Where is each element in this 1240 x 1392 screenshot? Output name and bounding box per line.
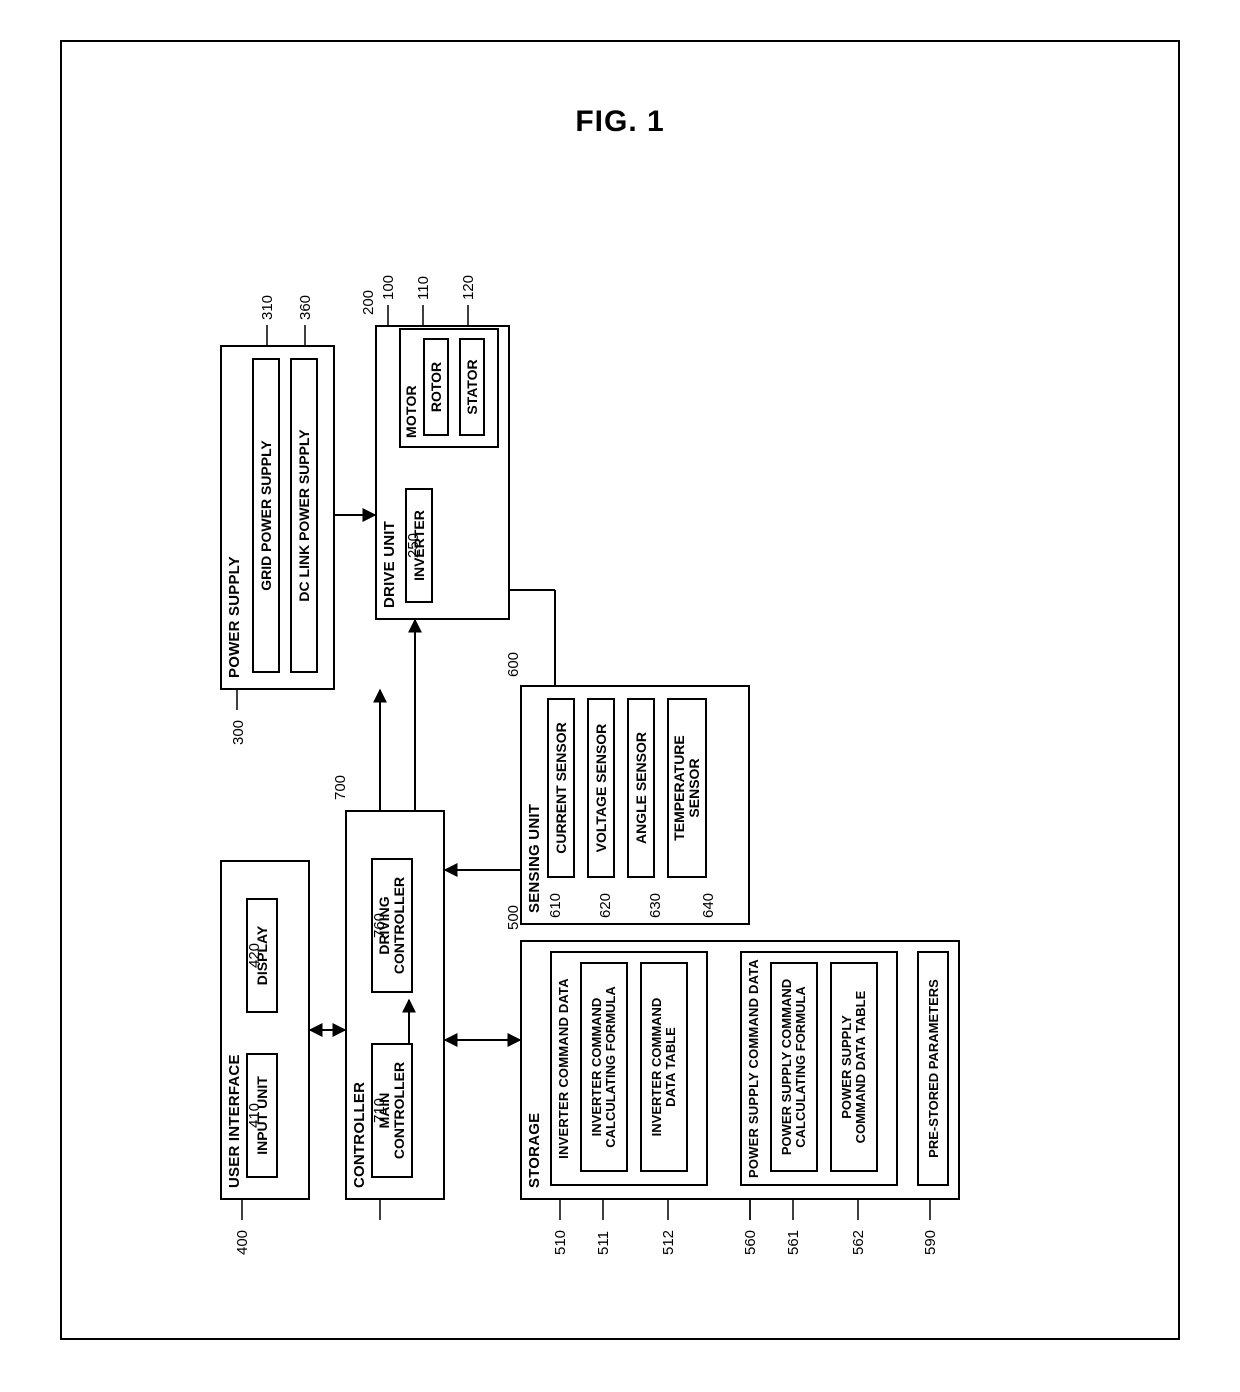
power-supply-command-table-block: POWER SUPPLY COMMAND DATA TABLE	[830, 962, 878, 1172]
inverter-command-table-ref: 512	[660, 1230, 677, 1255]
angle-sensor-block: ANGLE SENSOR	[627, 698, 655, 878]
inverter-command-data-block: INVERTER COMMAND DATA INVERTER COMMAND C…	[550, 951, 708, 1186]
inverter-command-formula-block: INVERTER COMMAND CALCULATING FORMULA	[580, 962, 628, 1172]
current-sensor-block: CURRENT SENSOR	[547, 698, 575, 878]
drive-unit-block: DRIVE UNIT 250 INVERTER MOTOR ROTOR STAT…	[375, 325, 510, 620]
sensing-unit-ref: 600	[505, 652, 522, 677]
storage-title: STORAGE	[526, 1113, 543, 1188]
motor-title: MOTOR	[403, 385, 419, 438]
pre-stored-parameters-block: PRE-STORED PARAMETERS	[917, 951, 949, 1186]
controller-block: CONTROLLER 710 MAIN CONTROLLER 760 DRIVI…	[345, 810, 445, 1200]
grid-power-supply-block: GRID POWER SUPPLY	[252, 358, 280, 673]
rotor-ref: 110	[415, 276, 432, 300]
inverter-ref: 250	[405, 533, 422, 558]
driving-controller-ref: 760	[371, 913, 388, 938]
stator-ref: 120	[460, 275, 477, 300]
display-ref: 420	[246, 943, 263, 968]
storage-ref: 500	[505, 905, 522, 930]
power-supply-command-data-block: POWER SUPPLY COMMAND DATA POWER SUPPLY C…	[740, 951, 898, 1186]
voltage-sensor-ref: 620	[597, 893, 614, 918]
controller-title: CONTROLLER	[351, 1082, 368, 1188]
temperature-sensor-ref: 640	[700, 893, 717, 918]
power-supply-block: POWER SUPPLY GRID POWER SUPPLY DC LINK P…	[220, 345, 335, 690]
power-supply-command-table-ref: 562	[850, 1230, 867, 1255]
drive-unit-ref: 200	[360, 290, 377, 315]
temperature-sensor-block: TEMPERATURE SENSOR	[667, 698, 707, 878]
stator-block: STATOR	[459, 338, 485, 436]
block-diagram: USER INTERFACE 410 INPUT UNIT 420 DISPLA…	[210, 270, 1030, 1290]
main-controller-ref: 710	[371, 1098, 388, 1123]
pre-stored-parameters-ref: 590	[922, 1230, 939, 1255]
drive-unit-title: DRIVE UNIT	[381, 521, 398, 608]
sensing-unit-block: SENSING UNIT CURRENT SENSOR VOLTAGE SENS…	[520, 685, 750, 925]
dc-link-power-supply-ref: 360	[297, 295, 314, 320]
current-sensor-ref: 610	[547, 893, 564, 918]
motor-ref: 100	[380, 275, 397, 300]
rotor-block: ROTOR	[423, 338, 449, 436]
inverter-command-formula-ref: 511	[595, 1231, 612, 1255]
voltage-sensor-block: VOLTAGE SENSOR	[587, 698, 615, 878]
user-interface-title: USER INTERFACE	[226, 1054, 243, 1188]
power-supply-command-formula-ref: 561	[785, 1230, 802, 1255]
power-supply-command-data-title: POWER SUPPLY COMMAND DATA	[746, 953, 761, 1184]
dc-link-power-supply-block: DC LINK POWER SUPPLY	[290, 358, 318, 673]
user-interface-block: USER INTERFACE 410 INPUT UNIT 420 DISPLA…	[220, 860, 310, 1200]
inverter-command-table-block: INVERTER COMMAND DATA TABLE	[640, 962, 688, 1172]
user-interface-ref: 400	[234, 1230, 251, 1255]
power-supply-ref: 300	[230, 720, 247, 745]
power-supply-command-formula-block: POWER SUPPLY COMMAND CALCULATING FORMULA	[770, 962, 818, 1172]
sensing-unit-title: SENSING UNIT	[526, 804, 543, 913]
power-supply-title: POWER SUPPLY	[226, 556, 243, 678]
inverter-command-data-ref: 510	[552, 1230, 569, 1255]
power-supply-command-data-ref: 560	[742, 1230, 759, 1255]
controller-ref: 700	[332, 775, 349, 800]
storage-block: STORAGE INVERTER COMMAND DATA INVERTER C…	[520, 940, 960, 1200]
inverter-command-data-title: INVERTER COMMAND DATA	[556, 953, 571, 1184]
motor-block: MOTOR ROTOR STATOR	[399, 328, 499, 448]
angle-sensor-ref: 630	[647, 893, 664, 918]
input-unit-ref: 410	[246, 1103, 263, 1128]
grid-power-supply-ref: 310	[259, 295, 276, 320]
figure-title: FIG. 1	[575, 105, 664, 139]
